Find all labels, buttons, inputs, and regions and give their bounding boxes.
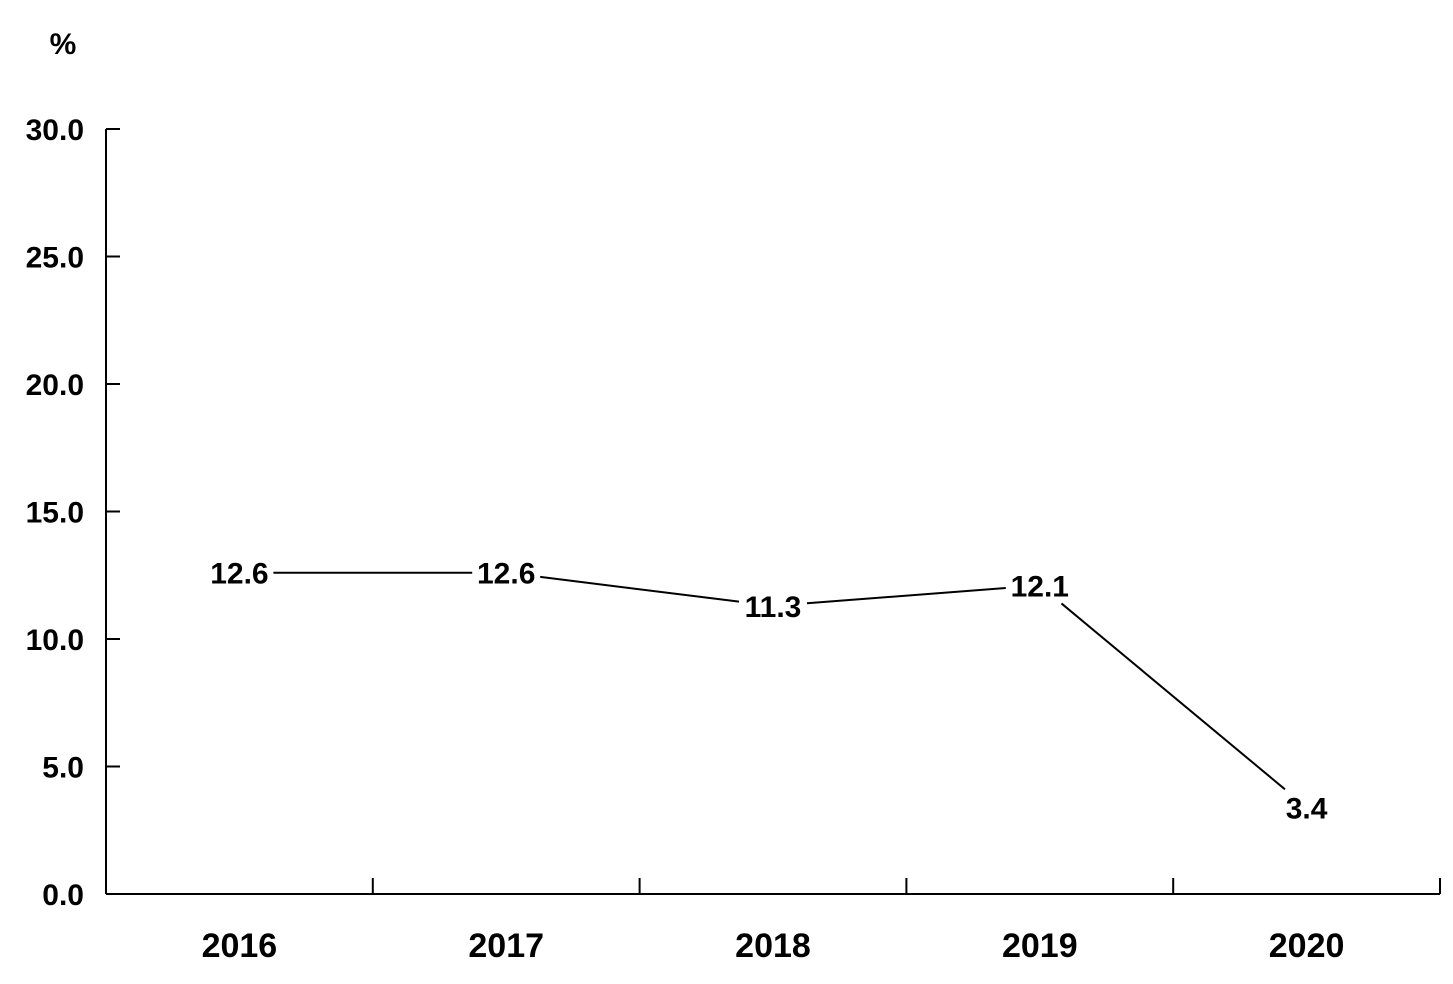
y-tick-label: 15.0 bbox=[26, 497, 84, 530]
y-tick-label: 20.0 bbox=[26, 369, 84, 402]
x-tick-label: 2016 bbox=[202, 927, 278, 965]
x-tick-label: 2018 bbox=[735, 927, 811, 965]
series-group bbox=[273, 571, 1286, 791]
axes: 0.0 5.0 10.0 15.0 20.0 25.0 30.0 2016 2017 2018 20… bbox=[26, 114, 1441, 965]
y-tick-label: 30.0 bbox=[26, 114, 84, 147]
data-labels-group: 12.6 12.6 11.3 12.1 3.4 bbox=[210, 558, 1328, 826]
series-line-segment bbox=[806, 587, 1006, 605]
y-tick-label: 25.0 bbox=[26, 242, 84, 275]
x-tick-label: 2017 bbox=[468, 927, 544, 965]
data-label: 3.4 bbox=[1286, 792, 1328, 825]
data-label: 12.6 bbox=[477, 558, 535, 591]
y-unit-label: % bbox=[50, 28, 77, 61]
data-label: 12.6 bbox=[210, 558, 268, 591]
y-tick-label: 5.0 bbox=[42, 752, 84, 785]
x-tick-label: 2019 bbox=[1002, 927, 1078, 965]
data-label: 12.1 bbox=[1011, 570, 1069, 603]
series-line-segment bbox=[1060, 602, 1286, 791]
y-tick-label: 10.0 bbox=[26, 624, 84, 657]
series-line-segment bbox=[540, 575, 740, 603]
x-tick-label: 2020 bbox=[1269, 927, 1345, 965]
y-tick-label: 0.0 bbox=[42, 879, 84, 912]
data-label: 11.3 bbox=[745, 591, 802, 624]
